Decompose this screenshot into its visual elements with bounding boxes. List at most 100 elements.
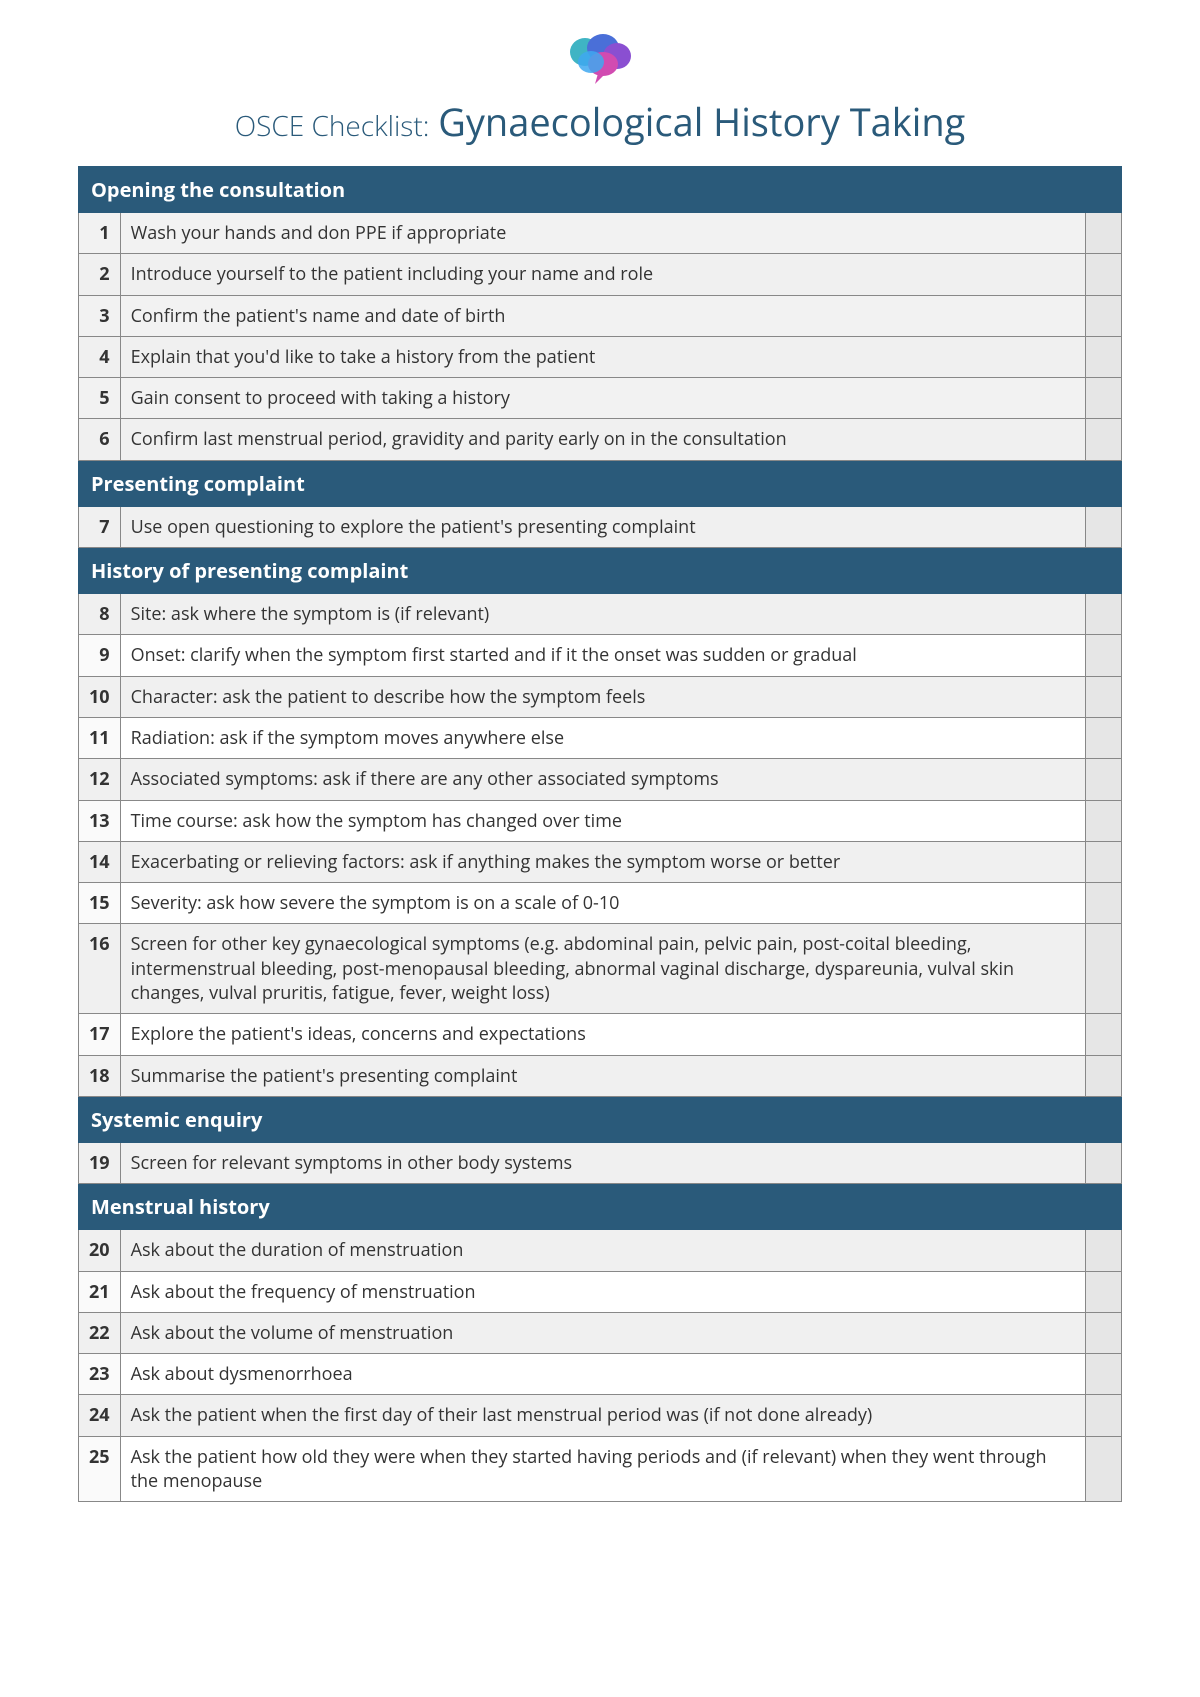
checklist-row: 11Radiation: ask if the symptom moves an… <box>79 717 1122 758</box>
checklist-row: 10Character: ask the patient to describe… <box>79 676 1122 717</box>
checkbox-cell[interactable] <box>1086 1354 1122 1395</box>
checkbox-cell[interactable] <box>1086 419 1122 460</box>
row-number: 3 <box>79 295 121 336</box>
row-number: 16 <box>79 924 121 1014</box>
checklist-table: Opening the consultation1Wash your hands… <box>78 166 1122 1502</box>
row-text: Explain that you'd like to take a histor… <box>120 336 1085 377</box>
row-number: 13 <box>79 800 121 841</box>
row-text: Explore the patient's ideas, concerns an… <box>120 1014 1085 1055</box>
section-title: Systemic enquiry <box>79 1096 1122 1142</box>
row-text: Ask about the duration of menstruation <box>120 1230 1085 1271</box>
title-main: Gynaecological History Taking <box>438 96 965 148</box>
checkbox-cell[interactable] <box>1086 254 1122 295</box>
checkbox-cell[interactable] <box>1086 635 1122 676</box>
section-header: Menstrual history <box>79 1184 1122 1230</box>
row-text: Exacerbating or relieving factors: ask i… <box>120 841 1085 882</box>
row-text: Ask about the frequency of menstruation <box>120 1271 1085 1312</box>
checklist-row: 22Ask about the volume of menstruation <box>79 1312 1122 1353</box>
checkbox-cell[interactable] <box>1086 1436 1122 1502</box>
row-number: 24 <box>79 1395 121 1436</box>
checkbox-cell[interactable] <box>1086 506 1122 547</box>
row-number: 12 <box>79 759 121 800</box>
row-number: 20 <box>79 1230 121 1271</box>
row-text: Screen for other key gynaecological symp… <box>120 924 1085 1014</box>
row-number: 25 <box>79 1436 121 1502</box>
checklist-row: 3Confirm the patient's name and date of … <box>79 295 1122 336</box>
row-number: 5 <box>79 378 121 419</box>
checkbox-cell[interactable] <box>1086 1230 1122 1271</box>
checklist-row: 25Ask the patient how old they were when… <box>79 1436 1122 1502</box>
section-title: Presenting complaint <box>79 460 1122 506</box>
checkbox-cell[interactable] <box>1086 717 1122 758</box>
brain-logo-icon <box>561 30 639 88</box>
row-number: 15 <box>79 883 121 924</box>
row-number: 1 <box>79 213 121 254</box>
page-title: OSCE Checklist: Gynaecological History T… <box>78 96 1122 148</box>
row-text: Confirm last menstrual period, gravidity… <box>120 419 1085 460</box>
checklist-row: 24Ask the patient when the first day of … <box>79 1395 1122 1436</box>
row-number: 8 <box>79 594 121 635</box>
row-text: Ask the patient how old they were when t… <box>120 1436 1085 1502</box>
checkbox-cell[interactable] <box>1086 1014 1122 1055</box>
checkbox-cell[interactable] <box>1086 800 1122 841</box>
checklist-row: 1Wash your hands and don PPE if appropri… <box>79 213 1122 254</box>
checklist-row: 14Exacerbating or relieving factors: ask… <box>79 841 1122 882</box>
checkbox-cell[interactable] <box>1086 841 1122 882</box>
checklist-row: 23Ask about dysmenorrhoea <box>79 1354 1122 1395</box>
checklist-row: 2Introduce yourself to the patient inclu… <box>79 254 1122 295</box>
checkbox-cell[interactable] <box>1086 378 1122 419</box>
row-text: Gain consent to proceed with taking a hi… <box>120 378 1085 419</box>
row-text: Ask about dysmenorrhoea <box>120 1354 1085 1395</box>
checklist-row: 7Use open questioning to explore the pat… <box>79 506 1122 547</box>
checkbox-cell[interactable] <box>1086 1271 1122 1312</box>
checklist-row: 18Summarise the patient's presenting com… <box>79 1055 1122 1096</box>
checkbox-cell[interactable] <box>1086 924 1122 1014</box>
section-header: History of presenting complaint <box>79 548 1122 594</box>
row-text: Time course: ask how the symptom has cha… <box>120 800 1085 841</box>
section-header: Presenting complaint <box>79 460 1122 506</box>
row-text: Introduce yourself to the patient includ… <box>120 254 1085 295</box>
checkbox-cell[interactable] <box>1086 1055 1122 1096</box>
checkbox-cell[interactable] <box>1086 676 1122 717</box>
row-number: 23 <box>79 1354 121 1395</box>
row-text: Severity: ask how severe the symptom is … <box>120 883 1085 924</box>
checklist-row: 9Onset: clarify when the symptom first s… <box>79 635 1122 676</box>
checklist-row: 15Severity: ask how severe the symptom i… <box>79 883 1122 924</box>
row-number: 2 <box>79 254 121 295</box>
checkbox-cell[interactable] <box>1086 336 1122 377</box>
row-text: Summarise the patient's presenting compl… <box>120 1055 1085 1096</box>
title-prefix: OSCE Checklist: <box>235 107 430 145</box>
checkbox-cell[interactable] <box>1086 759 1122 800</box>
checkbox-cell[interactable] <box>1086 1395 1122 1436</box>
section-title: Menstrual history <box>79 1184 1122 1230</box>
checklist-row: 16Screen for other key gynaecological sy… <box>79 924 1122 1014</box>
checkbox-cell[interactable] <box>1086 295 1122 336</box>
row-text: Radiation: ask if the symptom moves anyw… <box>120 717 1085 758</box>
row-text: Onset: clarify when the symptom first st… <box>120 635 1085 676</box>
row-number: 4 <box>79 336 121 377</box>
checkbox-cell[interactable] <box>1086 1312 1122 1353</box>
row-number: 11 <box>79 717 121 758</box>
checklist-row: 20Ask about the duration of menstruation <box>79 1230 1122 1271</box>
row-text: Confirm the patient's name and date of b… <box>120 295 1085 336</box>
section-header: Opening the consultation <box>79 167 1122 213</box>
checklist-row: 17Explore the patient's ideas, concerns … <box>79 1014 1122 1055</box>
row-text: Character: ask the patient to describe h… <box>120 676 1085 717</box>
section-title: Opening the consultation <box>79 167 1122 213</box>
row-text: Use open questioning to explore the pati… <box>120 506 1085 547</box>
row-number: 21 <box>79 1271 121 1312</box>
row-text: Site: ask where the symptom is (if relev… <box>120 594 1085 635</box>
checklist-row: 4Explain that you'd like to take a histo… <box>79 336 1122 377</box>
checklist-row: 6Confirm last menstrual period, gravidit… <box>79 419 1122 460</box>
row-number: 14 <box>79 841 121 882</box>
row-number: 7 <box>79 506 121 547</box>
row-number: 22 <box>79 1312 121 1353</box>
checkbox-cell[interactable] <box>1086 883 1122 924</box>
checklist-row: 5Gain consent to proceed with taking a h… <box>79 378 1122 419</box>
checkbox-cell[interactable] <box>1086 213 1122 254</box>
section-title: History of presenting complaint <box>79 548 1122 594</box>
row-number: 19 <box>79 1142 121 1183</box>
checkbox-cell[interactable] <box>1086 594 1122 635</box>
row-number: 6 <box>79 419 121 460</box>
checkbox-cell[interactable] <box>1086 1142 1122 1183</box>
